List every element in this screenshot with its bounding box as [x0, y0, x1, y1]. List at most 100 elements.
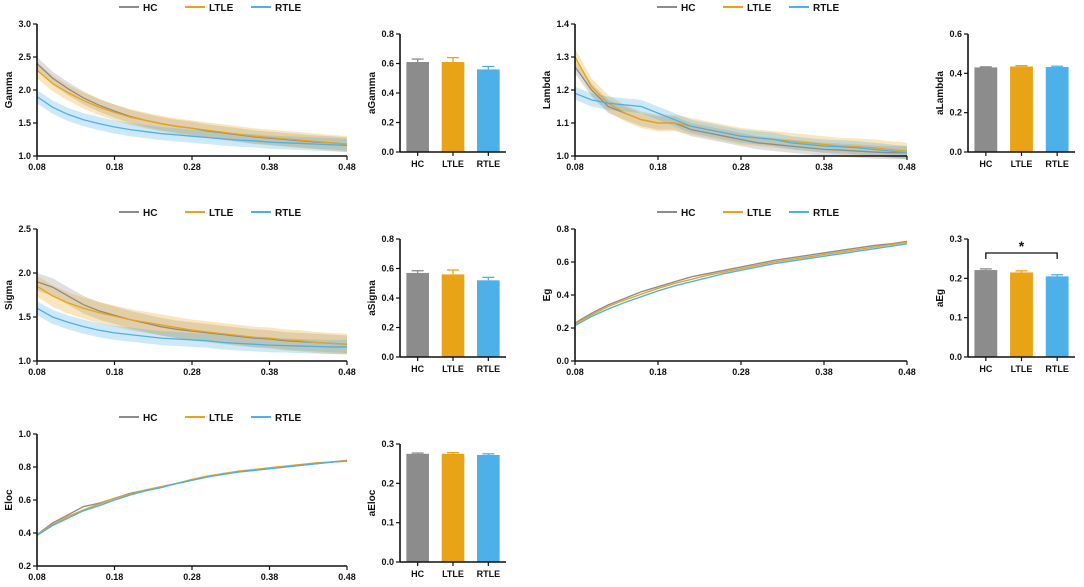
lambda-line-legend-label-ltle: LTLE	[747, 3, 772, 14]
eloc-bar-ytick-label: 0.2	[381, 478, 394, 488]
sigma-bar-panel: aSigma 0.0 0.2 0.4 0.6 0.8 HC LTLE RTLE	[367, 234, 506, 374]
sigma-line-series-line-ltle	[36, 285, 348, 345]
sigma-line-series-line-rtle	[36, 307, 347, 348]
eg-bar-ytick-label: 0.1	[949, 313, 962, 323]
sigma-line-legend-label-rtle: RTLE	[275, 208, 301, 219]
lambda-line-ytick-label: 1.4	[556, 19, 569, 29]
eg-line-ylabel: Eg	[542, 289, 553, 302]
eg-bar-panel: aEg 0.0 0.1 0.2 0.3 HC LTLE RTLE *	[935, 234, 1075, 374]
lambda-line-ytick-label: 1.2	[556, 85, 569, 95]
eloc-line-series-line-rtle	[36, 460, 348, 537]
sigma-line-panel: Sigma 1.0 1.5 2.0 2.5 HC LTLE RTLE 0.08 0.18 0.28 0…	[4, 208, 356, 377]
sigma-line-xtick-label: 0.28	[183, 367, 201, 377]
sigma-line-xtick-label: 0.38	[261, 367, 279, 377]
gamma-line-band-rtle	[37, 90, 347, 153]
gamma-line-xtick-label: 0.48	[338, 162, 356, 172]
eg-line-series-line-hc	[574, 240, 908, 324]
gamma-line-ytick-label: 1.0	[18, 151, 31, 161]
gamma-line-xtick-label: 0.08	[28, 162, 46, 172]
lambda-bar-bar-ltle	[1010, 66, 1033, 152]
eg-line-xtick-label: 0.18	[649, 367, 667, 377]
sigma-line-ytick-label: 2.5	[18, 224, 31, 234]
eg-bar-category-label-ltle: LTLE	[1011, 364, 1033, 374]
eg-bar-significance-bracket	[985, 252, 1058, 259]
sigma-line-legend-label-hc: HC	[143, 208, 157, 219]
eloc-line-legend-label-hc: HC	[143, 413, 157, 424]
sigma-bar-category-label-ltle: LTLE	[442, 364, 464, 374]
lambda-bar-ytick-label: 0.2	[949, 108, 962, 118]
eloc-line-band-rtle	[37, 460, 347, 537]
lambda-line-band-rtle	[575, 86, 907, 160]
sigma-line-xtick-label: 0.08	[28, 367, 46, 377]
eloc-line-band-ltle	[37, 459, 347, 536]
sigma-bar-ytick-label: 0.2	[381, 323, 394, 333]
eloc-bar-ytick-label: 0.0	[381, 557, 394, 567]
lambda-line-legend-label-hc: HC	[681, 3, 695, 14]
eg-line-legend-label-hc: HC	[681, 208, 695, 219]
gamma-bar-ytick-label: 0.6	[381, 59, 394, 69]
eg-bar-category-label-hc: HC	[979, 364, 992, 374]
gamma-line-ytick-label: 2.5	[18, 52, 31, 62]
eg-line-ytick-label: 0.2	[556, 323, 569, 333]
sigma-bar-ytick-label: 0.4	[381, 293, 394, 303]
eloc-bar-category-label-ltle: LTLE	[442, 569, 464, 579]
gamma-line-xtick-label: 0.28	[183, 162, 201, 172]
eg-line-xtick-label: 0.38	[815, 367, 833, 377]
lambda-line-xtick-label: 0.08	[566, 162, 584, 172]
eloc-line-xtick-label: 0.48	[338, 572, 356, 582]
lambda-line-ylabel: Lambda	[542, 70, 553, 109]
gamma-bar-ylabel: aGamma	[367, 71, 378, 114]
eloc-bar-panel: aEloc 0.0 0.1 0.2 0.3 HC LTLE RTLE	[367, 439, 506, 579]
lambda-bar-bar-hc	[974, 67, 998, 152]
lambda-bar-ytick-label: 0.4	[949, 68, 962, 78]
eg-bar-bar-rtle	[1045, 276, 1069, 357]
eg-bar-significance-marker: *	[1019, 238, 1025, 254]
eloc-bar-ytick-label: 0.1	[381, 518, 394, 528]
eloc-line-legend-label-ltle: LTLE	[209, 413, 234, 424]
gamma-bar-bar-ltle	[441, 62, 465, 152]
lambda-bar-ytick-label: 0.6	[949, 29, 962, 39]
gamma-line-xtick-label: 0.18	[106, 162, 124, 172]
eloc-bar-ytick-label: 0.3	[381, 439, 394, 449]
eloc-line-band-hc	[37, 459, 347, 536]
eg-bar-ylabel: aEg	[935, 289, 946, 307]
sigma-line-series-line-hc	[36, 281, 348, 345]
eg-bar-category-label-rtle: RTLE	[1045, 364, 1069, 374]
gamma-line-legend-label-rtle: RTLE	[275, 3, 301, 14]
sigma-line-band-hc	[37, 273, 347, 354]
sigma-bar-ytick-label: 0.8	[381, 234, 394, 244]
gamma-bar-bar-rtle	[477, 69, 500, 152]
eloc-line-series-line-ltle	[36, 459, 348, 536]
eloc-bar-bar-ltle	[441, 453, 465, 562]
eg-bar-bar-hc	[974, 270, 998, 357]
gamma-line-ylabel: Gamma	[4, 71, 15, 108]
eloc-line-ytick-label: 0.2	[18, 561, 31, 571]
eloc-bar-ylabel: aEloc	[367, 489, 378, 516]
eg-bar-ytick-label: 0.3	[949, 234, 962, 244]
eg-line-ytick-label: 0.0	[556, 356, 569, 366]
eg-bar-ytick-label: 0.0	[949, 352, 962, 362]
eg-bar-bar-ltle	[1010, 272, 1033, 357]
gamma-line-ytick-label: 2.0	[18, 85, 31, 95]
sigma-line-xtick-label: 0.48	[338, 367, 356, 377]
sigma-line-band-rtle	[37, 301, 347, 354]
eg-line-legend-label-ltle: LTLE	[747, 208, 772, 219]
sigma-line-ytick-label: 2.0	[18, 268, 31, 278]
gamma-bar-category-label-hc: HC	[411, 159, 424, 169]
lambda-bar-ylabel: aLambda	[935, 71, 946, 115]
sigma-bar-category-label-hc: HC	[411, 364, 424, 374]
lambda-bar-category-label-hc: HC	[979, 159, 992, 169]
gamma-line-ytick-label: 3.0	[18, 19, 31, 29]
sigma-bar-ytick-label: 0.0	[381, 352, 394, 362]
eloc-line-xtick-label: 0.18	[106, 572, 124, 582]
sigma-bar-ylabel: aSigma	[367, 280, 378, 316]
lambda-bar-ytick-label: 0.0	[949, 147, 962, 157]
eloc-bar-bar-rtle	[477, 455, 500, 562]
eg-line-ytick-label: 0.8	[556, 224, 569, 234]
eg-line-xtick-label: 0.08	[566, 367, 584, 377]
sigma-line-ytick-label: 1.0	[18, 356, 31, 366]
eloc-line-xtick-label: 0.08	[28, 572, 46, 582]
eloc-line-panel: Eloc 0.2 0.4 0.6 0.8 1.0 HC LTLE RTLE 0.08 0.18 0.2…	[4, 413, 356, 582]
gamma-bar-ytick-label: 0.0	[381, 147, 394, 157]
